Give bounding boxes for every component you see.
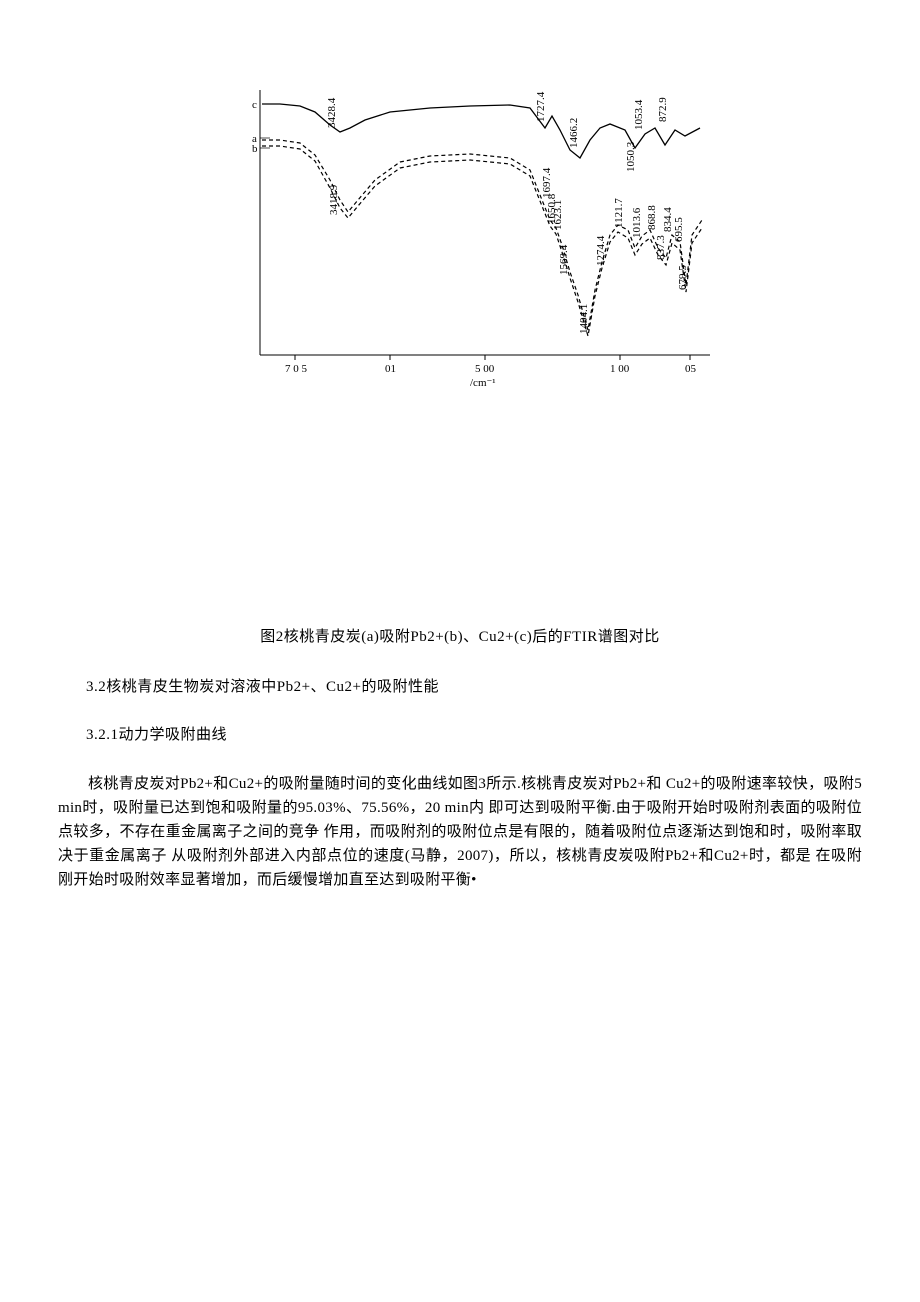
svg-text:1274.4: 1274.4 xyxy=(595,235,607,266)
svg-text:1013.6: 1013.6 xyxy=(631,207,643,238)
body-paragraph: 核桃青皮炭对Pb2+和Cu2+的吸附量随时间的变化曲线如图3所示.核桃青皮炭对P… xyxy=(58,772,862,892)
svg-text:837.3: 837.3 xyxy=(655,235,667,260)
svg-text:1466.2: 1466.2 xyxy=(568,118,580,148)
curve-b xyxy=(262,146,702,336)
ftir-spectrum-figure: 7 0 5 01 5 00 1 00 05 /cm⁻¹ c a b 3428.4… xyxy=(230,80,780,390)
svg-text:1623.1: 1623.1 xyxy=(552,200,564,230)
xtick-2500: 5 00 xyxy=(475,363,495,375)
svg-text:1121.7: 1121.7 xyxy=(613,198,625,228)
svg-text:3418.9: 3418.9 xyxy=(328,184,340,215)
figure-caption: 图2核桃青皮炭(a)吸附Pb2+(b)、Cu2+(c)后的FTIR谱图对比 xyxy=(0,625,920,646)
svg-text:1697.4: 1697.4 xyxy=(541,167,553,198)
svg-text:872.9: 872.9 xyxy=(657,97,669,122)
svg-text:1404.1: 1404.1 xyxy=(578,304,590,334)
peak-labels: 3428.4 1727.4 1466.2 1053.4 872.9 3418.9… xyxy=(326,91,689,334)
svg-text:868.8: 868.8 xyxy=(646,205,658,230)
curve-label-c: c xyxy=(252,99,257,111)
xtick-1000: 1 00 xyxy=(610,363,630,375)
svg-text:695.5: 695.5 xyxy=(673,217,685,242)
x-axis-label: /cm⁻¹ xyxy=(470,377,496,389)
svg-text:1727.4: 1727.4 xyxy=(535,91,547,122)
xtick-3000: 01 xyxy=(385,363,396,375)
xtick-3500: 7 0 5 xyxy=(285,363,308,375)
svg-text:1053.4: 1053.4 xyxy=(633,99,645,130)
xtick-500: 05 xyxy=(685,363,697,375)
svg-text:679.5: 679.5 xyxy=(677,265,689,290)
svg-text:3428.4: 3428.4 xyxy=(326,97,338,128)
curve-label-b: b xyxy=(252,143,258,155)
section-heading-3-2: 3.2核桃青皮生物炭对溶液中Pb2+、Cu2+的吸附性能 xyxy=(86,675,439,696)
section-heading-3-2-1: 3.2.1动力学吸附曲线 xyxy=(86,723,227,744)
ftir-svg: 7 0 5 01 5 00 1 00 05 /cm⁻¹ c a b 3428.4… xyxy=(230,80,780,390)
svg-text:1569.4: 1569.4 xyxy=(558,244,570,275)
svg-text:1050.3: 1050.3 xyxy=(625,141,637,172)
